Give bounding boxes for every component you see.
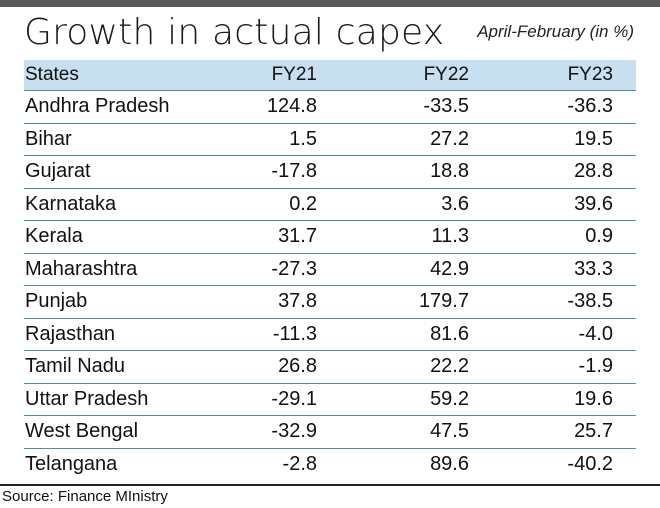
source-note: Source: Finance MInistry [2,488,168,505]
cell-state: Telangana [25,453,118,476]
cell-state: Andhra Pradesh [25,95,170,118]
cell-fy22: 11.3 [431,225,469,248]
cell-fy21: 37.8 [278,290,317,313]
table-row: Telangana -2.8 89.6 -40.2 [24,449,636,482]
cell-fy23: -36.3 [567,95,613,118]
table-row: Rajasthan -11.3 81.6 -4.0 [24,319,636,351]
cell-fy22: 59.2 [430,387,469,410]
table-row: Andhra Pradesh 124.8 -33.5 -36.3 [24,91,636,124]
cell-state: Maharashtra [25,257,138,280]
table-row: Karnataka 0.2 3.6 39.6 [24,189,636,221]
header-fy23: FY23 [567,64,613,85]
table-row: Gujarat -17.8 18.8 28.8 [24,156,636,189]
cell-fy22: 27.2 [430,127,469,150]
cell-fy22: 47.5 [430,420,469,443]
cell-fy22: 89.6 [430,453,469,476]
cell-fy21: -27.3 [271,257,317,280]
cell-fy22: 3.6 [441,192,469,215]
cell-fy22: 81.6 [430,322,469,345]
table-row: Tamil Nadu 26.8 22.2 -1.9 [24,351,636,384]
cell-fy21: -29.1 [271,387,317,410]
cell-fy23: 33.3 [574,257,613,280]
cell-fy23: -38.5 [567,290,613,313]
header-states: States [25,64,79,85]
cell-fy21: 26.8 [278,355,317,378]
cell-fy23: 0.9 [585,225,613,248]
cell-fy21: 1.5 [289,127,317,150]
cell-fy22: 18.8 [430,160,469,183]
table-body: Andhra Pradesh 124.8 -33.5 -36.3 Bihar 1.5 27.… [24,91,636,481]
cell-fy23: 39.6 [574,192,613,215]
table-header-row: States FY21 FY22 FY23 [24,60,636,91]
cell-fy23: 19.5 [574,127,613,150]
cell-fy23: 19.6 [574,387,613,410]
header-fy22: FY22 [423,64,469,85]
table-row: Uttar Pradesh -29.1 59.2 19.6 [24,384,636,416]
cell-state: Kerala [25,225,83,248]
cell-state: Rajasthan [25,322,116,345]
table-row: Bihar 1.5 27.2 19.5 [24,124,636,156]
header-fy21: FY21 [271,64,317,85]
bottom-rule [0,484,660,486]
table-row: West Bengal -32.9 47.5 25.7 [24,416,636,449]
cell-fy21: -32.9 [271,420,317,443]
top-bar [0,0,660,7]
cell-state: Tamil Nadu [25,355,126,378]
cell-state: West Bengal [25,420,139,443]
cell-fy23: -4.0 [578,322,613,345]
page-title: Growth in actual capex [24,12,445,53]
cell-fy21: -2.8 [282,453,317,476]
cell-fy23: 25.7 [574,420,613,443]
cell-fy21: -17.8 [271,160,317,183]
cell-fy21: -11.3 [272,322,317,345]
table-row: Kerala 31.7 11.3 0.9 [24,221,636,254]
cell-fy22: 22.2 [430,355,469,378]
cell-fy22: -33.5 [423,95,469,118]
cell-fy23: 28.8 [574,160,613,183]
cell-fy21: 31.7 [278,225,317,248]
cell-state: Uttar Pradesh [25,387,149,410]
page-subtitle: April-February (in %) [477,22,634,41]
table-row: Punjab 37.8 179.7 -38.5 [24,286,636,319]
cell-fy22: 42.9 [430,257,469,280]
cell-state: Karnataka [25,192,117,215]
cell-fy23: -40.2 [567,453,613,476]
capex-table: States FY21 FY22 FY23 Andhra Pradesh 124.… [24,60,636,481]
cell-fy21: 0.2 [289,192,317,215]
cell-fy22: 179.7 [418,290,469,313]
table-row: Maharashtra -27.3 42.9 33.3 [24,254,636,286]
cell-fy23: -1.9 [578,355,613,378]
cell-state: Gujarat [25,160,91,183]
cell-state: Punjab [25,290,88,313]
cell-fy21: 124.8 [266,95,317,118]
cell-state: Bihar [25,127,72,150]
